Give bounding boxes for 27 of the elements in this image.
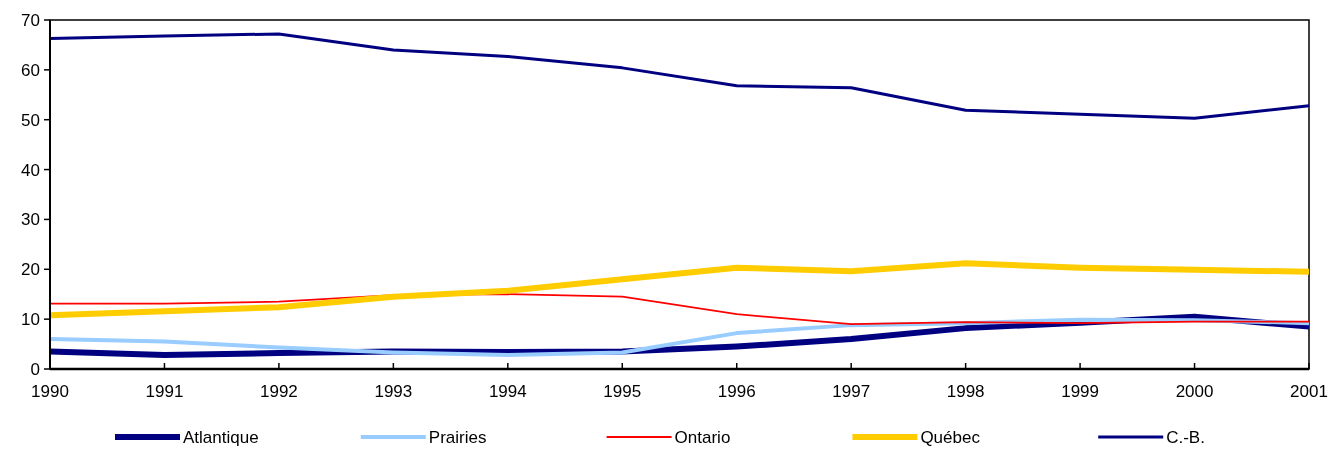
x-tick-label: 1993 [374, 382, 413, 401]
x-tick-label: 1992 [260, 382, 298, 401]
y-tick-label: 30 [21, 210, 40, 230]
x-tick-label: 2000 [1175, 382, 1214, 401]
legend-label: Atlantique [183, 427, 259, 447]
legend-label: C.-B. [1166, 427, 1205, 447]
x-tick-label: 1997 [832, 382, 871, 401]
x-tick-label: 1996 [717, 382, 756, 401]
legend-label: Prairies [428, 427, 487, 447]
legend-label: Québec [920, 427, 981, 447]
x-tick-label: 1998 [946, 382, 985, 401]
y-tick-label: 60 [21, 60, 40, 80]
x-tick-label: 1999 [1061, 382, 1100, 401]
line-series [48, 32, 1311, 120]
legend-label: Ontario [674, 427, 731, 447]
line-series [49, 293, 1310, 326]
x-tick-label: 1994 [488, 382, 527, 401]
y-tick-label: 40 [21, 160, 40, 180]
x-tick-label: 1991 [145, 382, 184, 401]
y-tick-label: 70 [21, 10, 40, 30]
y-tick-label: 20 [21, 260, 40, 280]
x-tick-label: 1995 [603, 382, 642, 401]
x-tick-label: 1990 [31, 382, 69, 401]
x-tick-label: 2001 [1290, 382, 1328, 401]
y-tick-label: 0 [30, 359, 40, 379]
y-tick-label: 50 [21, 110, 40, 130]
y-tick-label: 10 [21, 310, 40, 330]
